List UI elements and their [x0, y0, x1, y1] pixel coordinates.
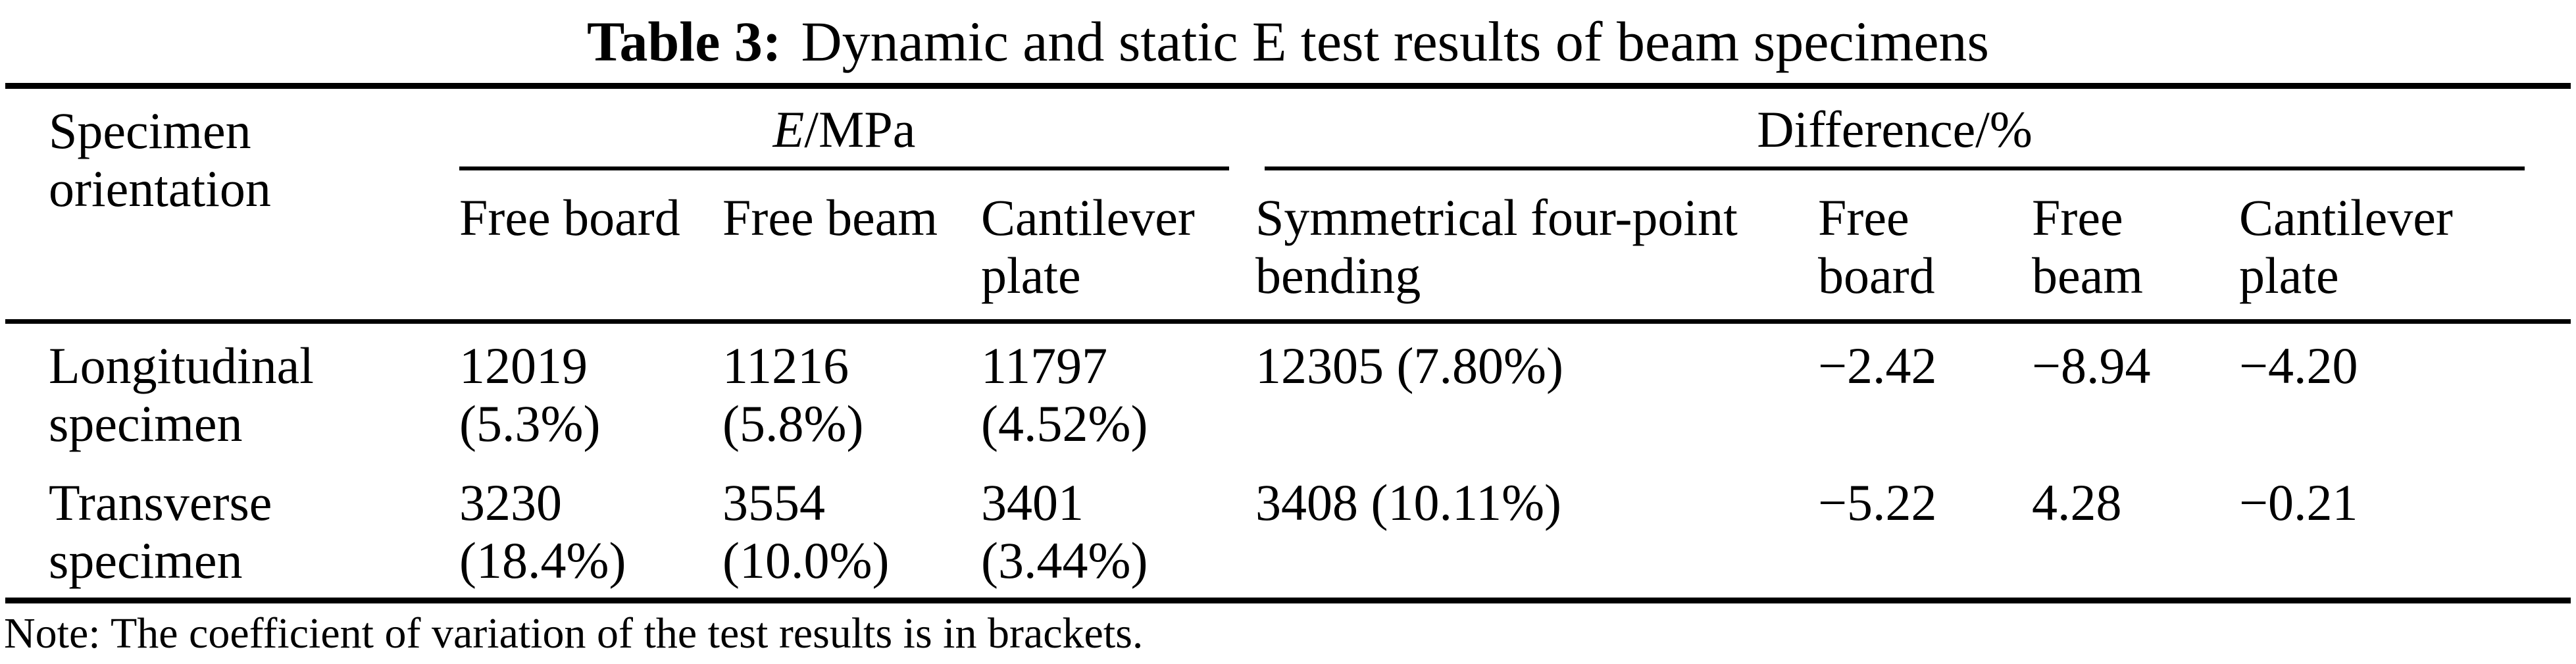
cell-e-free-board: 12019 (5.3%) — [459, 337, 601, 452]
cell-e-cantilever-plate: 11797 (4.52%) — [981, 337, 1148, 452]
table-body: Longitudinal specimen 12019 (5.3%) 11216… — [5, 322, 2571, 601]
table-row-transverse: Transverse specimen 3230 (18.4%) 3554 (1… — [5, 461, 2571, 601]
header-symmetrical-four-point-bending: Symmetrical four-point bending — [1255, 189, 1738, 304]
table-header: Specimen orientation E/MPa Difference/% … — [5, 86, 2571, 322]
cell-e-static-bending: 12305 (7.80%) — [1255, 337, 1563, 394]
e-symbol: E — [772, 101, 805, 158]
cell-e-free-beam: 3554 (10.0%) — [722, 474, 890, 589]
header-free-beam-diff: Free beam — [2032, 189, 2143, 304]
e-unit: /MPa — [804, 101, 916, 158]
header-group-e-mpa: E/MPa — [459, 86, 1255, 170]
cell-diff-cantilever-plate: −0.21 — [2239, 474, 2358, 531]
table-caption: Table 3: Dynamic and static E test result… — [0, 0, 2576, 83]
cell-e-free-board: 3230 (18.4%) — [459, 474, 626, 589]
header-group-e-mpa-rule: E/MPa — [459, 101, 1229, 170]
cell-diff-free-beam: −8.94 — [2032, 337, 2151, 394]
header-free-beam-e: Free beam — [722, 189, 938, 246]
header-cantilever-plate-diff: Cantilever plate — [2239, 189, 2453, 304]
header-group-difference-rule: Difference/% — [1265, 101, 2525, 170]
header-specimen-orientation-line1: Specimen — [49, 102, 251, 159]
cell-orientation: Transverse specimen — [49, 474, 272, 589]
cell-e-cantilever-plate: 3401 (3.44%) — [981, 474, 1148, 589]
cell-diff-free-board: −5.22 — [1818, 474, 1937, 531]
header-specimen-orientation-line2: orientation — [49, 160, 271, 217]
cell-orientation: Longitudinal specimen — [49, 337, 314, 452]
table-note: Note: The coefficient of variation of th… — [4, 609, 1144, 657]
table-row-longitudinal: Longitudinal specimen 12019 (5.3%) 11216… — [5, 322, 2571, 461]
results-table: Specimen orientation E/MPa Difference/% … — [5, 83, 2571, 603]
header-specimen-orientation: Specimen orientation — [5, 86, 459, 322]
header-group-row: Specimen orientation E/MPa Difference/% — [5, 86, 2571, 217]
cell-e-static-bending: 3408 (10.11%) — [1255, 474, 1562, 531]
header-free-board-e: Free board — [459, 189, 680, 246]
header-sub-row: Free board Free beam Cantilever plate Sy… — [5, 170, 2571, 322]
cell-diff-cantilever-plate: −4.20 — [2239, 337, 2358, 394]
cell-e-free-beam: 11216 (5.8%) — [722, 337, 864, 452]
difference-label: Difference/% — [1757, 101, 2033, 158]
header-cantilever-plate-e: Cantilever plate — [981, 189, 1195, 304]
table-caption-text: Dynamic and static E test results of bea… — [801, 10, 1990, 73]
cell-diff-free-beam: 4.28 — [2032, 474, 2122, 531]
cell-diff-free-board: −2.42 — [1818, 337, 1937, 394]
table-caption-label: Table 3: — [587, 10, 782, 73]
header-free-board-diff: Free board — [1818, 189, 1935, 304]
header-group-difference: Difference/% — [1255, 86, 2571, 170]
